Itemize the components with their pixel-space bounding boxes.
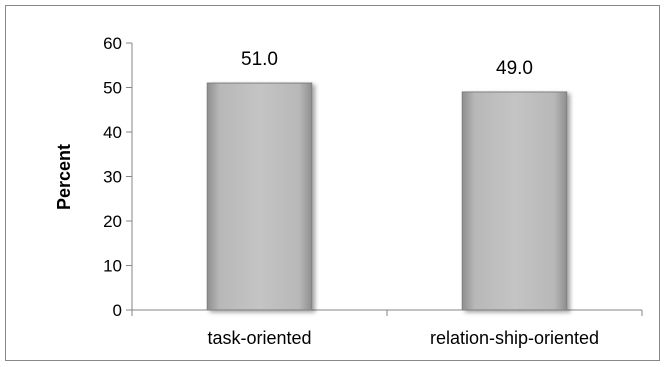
category-labels: task-oriented relation-ship-oriented: [207, 328, 599, 348]
y-tick-label: 60: [103, 34, 122, 53]
category-label-2: relation-ship-oriented: [430, 328, 599, 348]
y-tick-label: 40: [103, 123, 122, 142]
y-axis-title: Percent: [54, 144, 74, 210]
y-axis-ticks: 0 10 20 30 40 50 60: [103, 34, 132, 320]
y-tick-label: 50: [103, 79, 122, 98]
y-tick-label: 20: [103, 212, 122, 231]
y-tick-label: 0: [113, 301, 122, 320]
x-axis-ticks: [131, 310, 643, 316]
bar-2: [461, 91, 568, 311]
y-tick-label: 10: [103, 257, 122, 276]
data-label-2: 49.0: [496, 58, 533, 79]
y-tick-label: 30: [103, 168, 122, 187]
bars: [206, 82, 568, 311]
data-label-1: 51.0: [241, 49, 278, 70]
data-labels: 51.0 49.0: [241, 49, 533, 79]
bar-1: [206, 82, 313, 311]
category-label-1: task-oriented: [207, 328, 311, 348]
